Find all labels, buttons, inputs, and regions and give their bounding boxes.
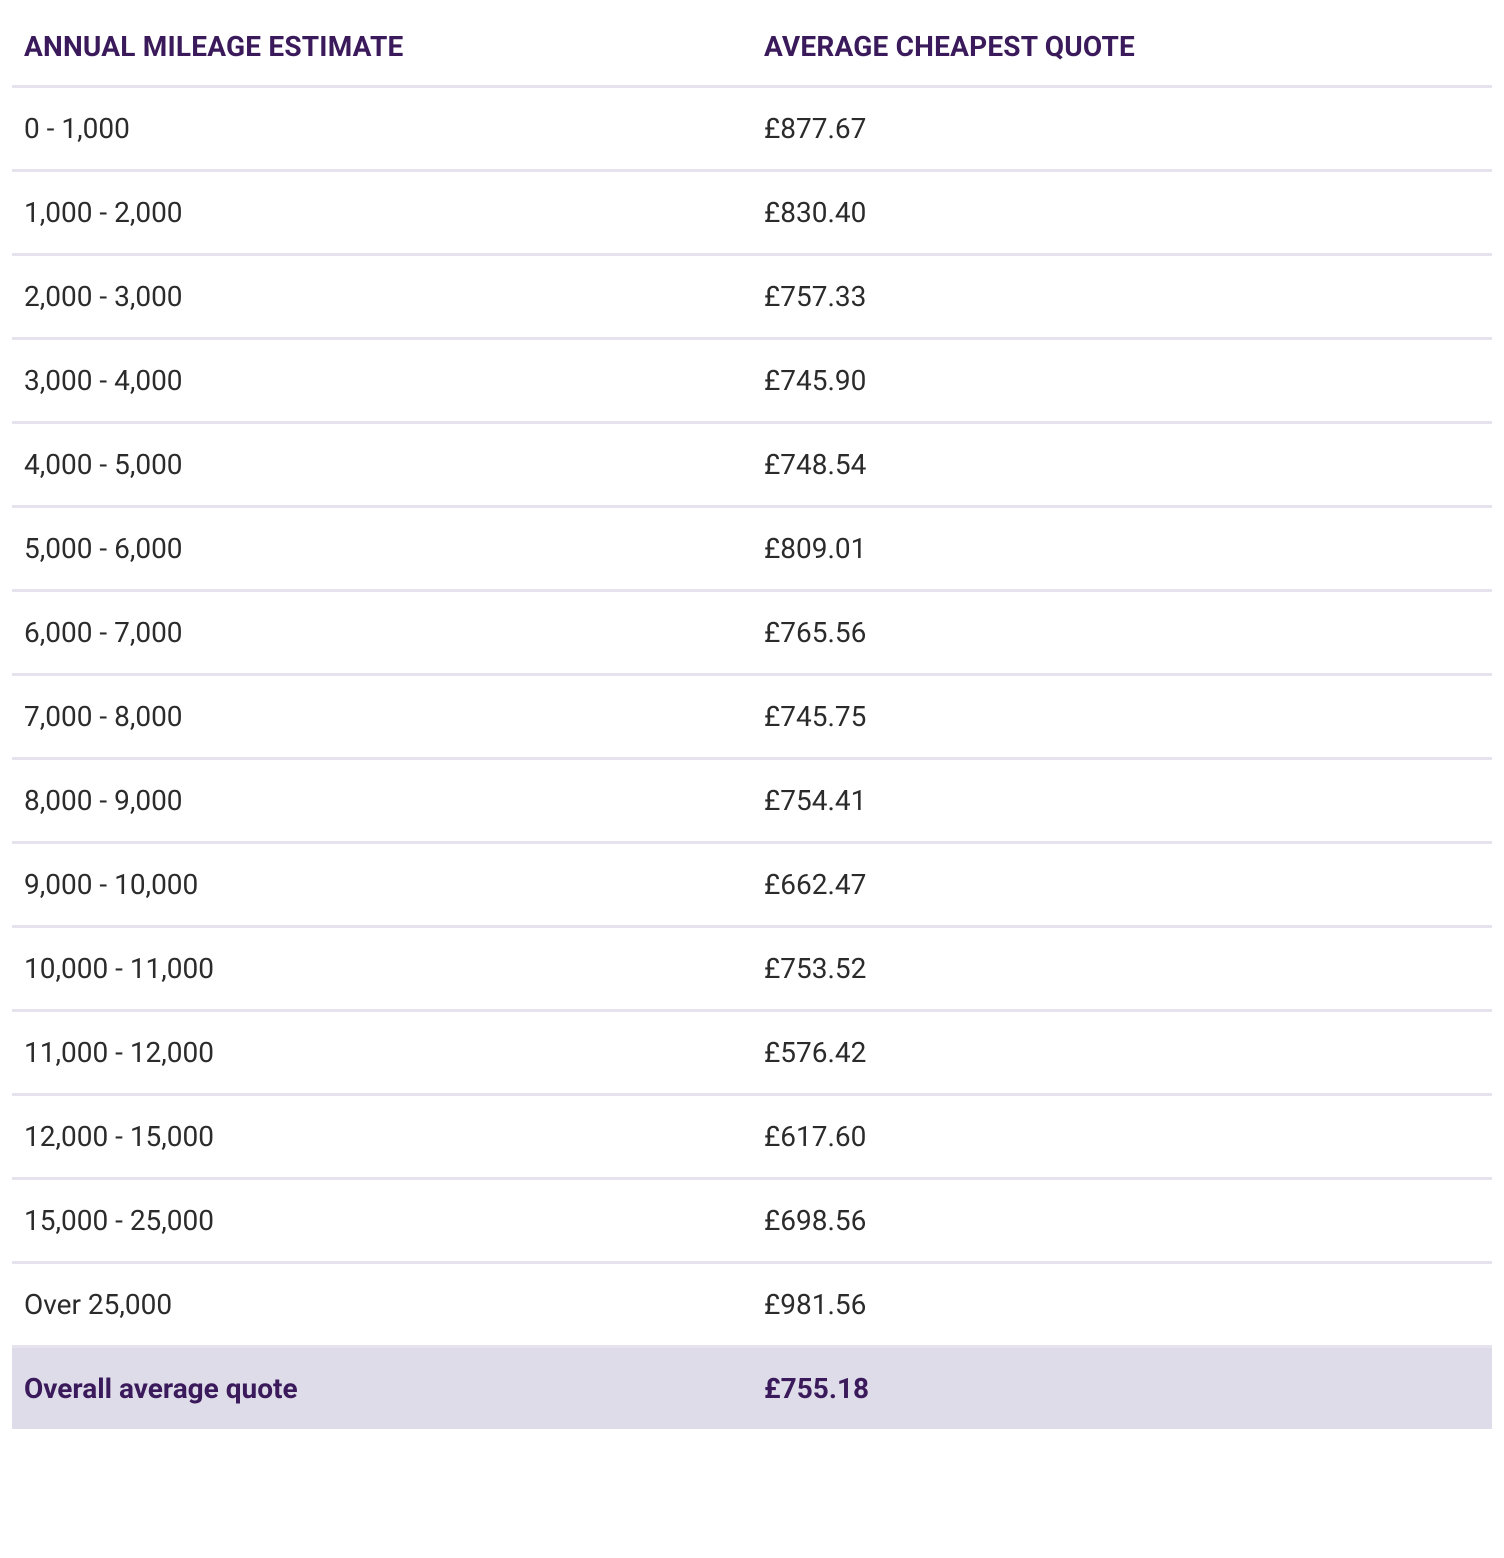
table-row: 9,000 - 10,000£662.47 [12,843,1492,927]
cell-quote: £745.75 [752,675,1492,759]
cell-quote: £745.90 [752,339,1492,423]
cell-mileage: 3,000 - 4,000 [12,339,752,423]
cell-mileage: 11,000 - 12,000 [12,1011,752,1095]
summary-value: £755.18 [752,1347,1492,1430]
cell-mileage: 4,000 - 5,000 [12,423,752,507]
cell-mileage: 8,000 - 9,000 [12,759,752,843]
table-row: Over 25,000£981.56 [12,1263,1492,1347]
table-row: 0 - 1,000£877.67 [12,87,1492,171]
cell-mileage: 9,000 - 10,000 [12,843,752,927]
cell-mileage: 6,000 - 7,000 [12,591,752,675]
table-row: 4,000 - 5,000£748.54 [12,423,1492,507]
cell-mileage: 2,000 - 3,000 [12,255,752,339]
cell-quote: £748.54 [752,423,1492,507]
cell-quote: £662.47 [752,843,1492,927]
mileage-quote-table: ANNUAL MILEAGE ESTIMATE AVERAGE CHEAPEST… [12,12,1492,1429]
cell-quote: £877.67 [752,87,1492,171]
table-summary-row: Overall average quote£755.18 [12,1347,1492,1430]
cell-mileage: 10,000 - 11,000 [12,927,752,1011]
cell-mileage: 5,000 - 6,000 [12,507,752,591]
table-row: 7,000 - 8,000£745.75 [12,675,1492,759]
table-row: 10,000 - 11,000£753.52 [12,927,1492,1011]
table-row: 2,000 - 3,000£757.33 [12,255,1492,339]
column-header-mileage: ANNUAL MILEAGE ESTIMATE [12,12,752,87]
cell-mileage: 0 - 1,000 [12,87,752,171]
column-header-quote: AVERAGE CHEAPEST QUOTE [752,12,1492,87]
table-row: 12,000 - 15,000£617.60 [12,1095,1492,1179]
cell-mileage: 1,000 - 2,000 [12,171,752,255]
table-row: 1,000 - 2,000£830.40 [12,171,1492,255]
summary-label: Overall average quote [12,1347,752,1430]
cell-quote: £981.56 [752,1263,1492,1347]
cell-quote: £753.52 [752,927,1492,1011]
table-row: 15,000 - 25,000£698.56 [12,1179,1492,1263]
table-body: 0 - 1,000£877.671,000 - 2,000£830.402,00… [12,87,1492,1430]
cell-mileage: 15,000 - 25,000 [12,1179,752,1263]
table-row: 8,000 - 9,000£754.41 [12,759,1492,843]
cell-quote: £830.40 [752,171,1492,255]
cell-quote: £617.60 [752,1095,1492,1179]
table-row: 5,000 - 6,000£809.01 [12,507,1492,591]
cell-quote: £765.56 [752,591,1492,675]
cell-quote: £576.42 [752,1011,1492,1095]
table-row: 6,000 - 7,000£765.56 [12,591,1492,675]
table-row: 3,000 - 4,000£745.90 [12,339,1492,423]
cell-mileage: 12,000 - 15,000 [12,1095,752,1179]
cell-mileage: Over 25,000 [12,1263,752,1347]
cell-quote: £809.01 [752,507,1492,591]
table-row: 11,000 - 12,000£576.42 [12,1011,1492,1095]
cell-mileage: 7,000 - 8,000 [12,675,752,759]
table-header-row: ANNUAL MILEAGE ESTIMATE AVERAGE CHEAPEST… [12,12,1492,87]
table-header: ANNUAL MILEAGE ESTIMATE AVERAGE CHEAPEST… [12,12,1492,87]
cell-quote: £757.33 [752,255,1492,339]
cell-quote: £698.56 [752,1179,1492,1263]
cell-quote: £754.41 [752,759,1492,843]
mileage-quote-table-wrap: ANNUAL MILEAGE ESTIMATE AVERAGE CHEAPEST… [12,12,1492,1429]
